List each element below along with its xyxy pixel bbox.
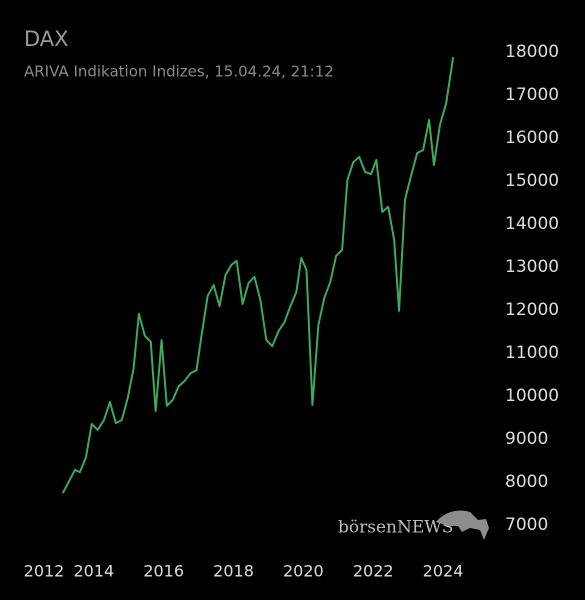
x-tick-label: 2016 — [143, 562, 184, 581]
y-tick-label: 16000 — [505, 128, 559, 148]
y-tick-label: 8000 — [505, 472, 548, 492]
x-tick-label: 2020 — [283, 562, 324, 581]
watermark: börsenNEWS — [338, 518, 453, 538]
x-tick-label: 2024 — [423, 562, 464, 581]
watermark-bull-icon — [436, 510, 489, 540]
y-tick-label: 7000 — [505, 515, 548, 535]
x-tick-label: 2014 — [73, 562, 114, 581]
chart-title: DAX — [24, 27, 69, 51]
y-tick-label: 17000 — [505, 85, 559, 105]
y-tick-label: 14000 — [505, 214, 559, 234]
y-tick-label: 13000 — [505, 257, 559, 277]
y-tick-label: 11000 — [505, 343, 559, 363]
x-tick-label: 2012 — [24, 562, 65, 581]
price-line — [61, 57, 455, 494]
y-tick-label: 18000 — [505, 42, 559, 62]
y-tick-label: 10000 — [505, 386, 559, 406]
y-tick-label: 12000 — [505, 300, 559, 320]
y-tick-label: 15000 — [505, 171, 559, 191]
y-tick-label: 9000 — [505, 429, 548, 449]
chart-subtitle: ARIVA Indikation Indizes, 15.04.24, 21:1… — [24, 63, 334, 81]
x-tick-label: 2018 — [213, 562, 254, 581]
x-tick-label: 2022 — [353, 562, 394, 581]
